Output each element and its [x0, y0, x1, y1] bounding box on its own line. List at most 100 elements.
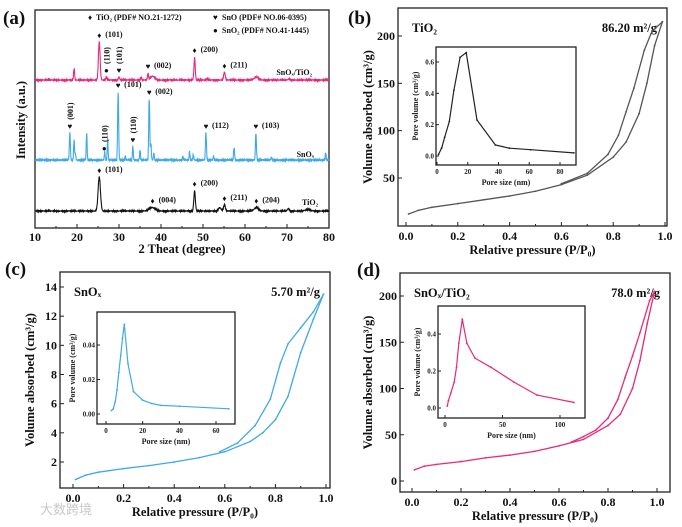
adsorption-point: [74, 478, 77, 481]
y-axis-label: Volume absorbed (cm³/g): [361, 316, 375, 450]
phase-marker: ♦: [97, 31, 101, 40]
desorption-point: [279, 361, 282, 364]
pore-size-point: [117, 371, 120, 374]
x-tick-label: 1.0: [658, 229, 673, 243]
inset-x-tick-label: 40: [176, 427, 184, 435]
adsorption-point: [533, 450, 536, 453]
pore-size-point: [474, 357, 476, 359]
pore-size-point: [490, 366, 492, 369]
miller-index: (211): [230, 60, 247, 69]
inset-frame: [437, 305, 586, 419]
x-tick-label: 0.0: [405, 495, 420, 509]
adsorption-point: [653, 44, 656, 47]
x-tick-label: 20: [71, 230, 83, 244]
y-tick-label: 4: [51, 426, 57, 440]
x-tick-label: 0.2: [116, 491, 131, 505]
desorption-curve: [571, 291, 656, 443]
bet-surface-area: 86.20 m²/g: [602, 21, 658, 35]
adsorption-point: [407, 213, 410, 215]
x-tick-label: 0.4: [503, 495, 518, 509]
miller-index: (002): [155, 87, 173, 96]
adsorption-point: [122, 467, 125, 470]
desorption-point: [624, 376, 627, 379]
pore-size-point: [457, 342, 460, 345]
bet-surface-area: 78.0 m²/g: [611, 286, 661, 300]
pore-size-curve: [446, 319, 574, 407]
phase-marker: ♥: [204, 122, 209, 131]
y-tick-label: 0: [391, 474, 397, 488]
plot-frame: [34, 9, 330, 229]
y-tick-label: 6: [51, 397, 57, 411]
pore-size-point: [476, 119, 478, 121]
inset-x-axis-label: Pore size (nm): [482, 178, 531, 187]
adsorption-point: [646, 322, 649, 325]
legend-marker-tio2: ♦: [88, 13, 92, 22]
adsorption-point: [418, 209, 420, 212]
x-axis-label: Relative pressure (P/P₀): [132, 505, 258, 519]
pore-size-point: [536, 394, 538, 396]
x-axis-label: 2 Theat (degree): [138, 242, 225, 256]
desorption-point: [648, 299, 651, 302]
desorption-point: [607, 153, 609, 156]
pore-size-point: [508, 147, 511, 150]
isotherm-panel: (b)0.0 0.2 0.4 0.6 0.8 1.050100150200Relative…: [348, 7, 673, 257]
y-axis-label: Intensity (a.u.): [14, 81, 28, 159]
adsorption-point: [619, 413, 622, 416]
x-tick-label: 40: [155, 230, 167, 244]
adsorption-point: [607, 424, 609, 427]
desorption-point: [625, 110, 628, 113]
y-tick-label: 14: [45, 280, 57, 294]
phase-marker: ♦: [97, 166, 101, 175]
pore-size-point: [150, 402, 153, 405]
sample-label: SnOₓ: [74, 285, 102, 299]
pore-size-point: [127, 363, 129, 365]
y-tick-label: 50: [383, 171, 395, 185]
y-tick-label: 100: [379, 382, 397, 396]
phase-marker: ●: [102, 144, 107, 153]
adsorption-point: [582, 438, 585, 441]
inset-x-tick-label: 40: [495, 168, 503, 176]
x-tick-label: 0.6: [554, 229, 569, 243]
adsorption-point: [456, 202, 459, 205]
desorption-point: [607, 417, 609, 419]
panel-label: (b): [348, 8, 371, 29]
pore-size-point: [453, 89, 455, 92]
xrd-trace: [34, 176, 330, 214]
y-tick-label: 200: [379, 289, 397, 303]
pore-size-point: [449, 392, 452, 395]
xrd-trace: [34, 92, 330, 164]
x-tick-label: 30: [113, 230, 125, 244]
phase-marker: ♥: [116, 81, 121, 90]
legend-label-sno: SnO (PDF# NO.06-0395): [222, 13, 307, 22]
pore-size-inset: 0 20 40 60 0.00 0.02 0.04 Pore size (nm) Pore vo…: [68, 311, 236, 446]
adsorption-point: [84, 474, 87, 477]
desorption-point: [582, 435, 585, 438]
legend-marker-sno: ♥: [213, 13, 218, 22]
desorption-point: [594, 429, 597, 432]
adsorption-point: [299, 351, 302, 354]
miller-index: (004): [159, 196, 177, 205]
inset-x-axis-label: Pore size (nm): [487, 431, 536, 440]
miller-index: (101): [105, 165, 123, 174]
inset-x-tick-label: 50: [499, 421, 507, 429]
y-axis-label: Volume absorbed (cm³/g): [361, 50, 375, 184]
phase-marker: ♦: [193, 46, 197, 55]
inset-x-tick-label: 80: [557, 168, 565, 176]
inset-y-axis-label: Pore volume (cm³/g): [411, 71, 420, 140]
pore-size-point: [123, 323, 126, 326]
phase-marker: ♥: [67, 122, 72, 131]
desorption-point: [617, 134, 620, 137]
adsorption-point: [482, 198, 485, 201]
adsorption-point: [148, 464, 150, 467]
pore-size-point: [446, 405, 449, 408]
adsorption-point: [460, 460, 462, 463]
pore-size-point: [227, 407, 230, 410]
inset-frame: [435, 46, 577, 166]
pore-size-point: [141, 399, 144, 402]
pore-size-point: [437, 153, 440, 156]
adsorption-point: [586, 174, 589, 177]
pore-size-curve: [437, 51, 574, 155]
pore-size-point: [178, 405, 181, 408]
miller-index: (002): [154, 61, 172, 70]
adsorption-point: [638, 359, 641, 362]
